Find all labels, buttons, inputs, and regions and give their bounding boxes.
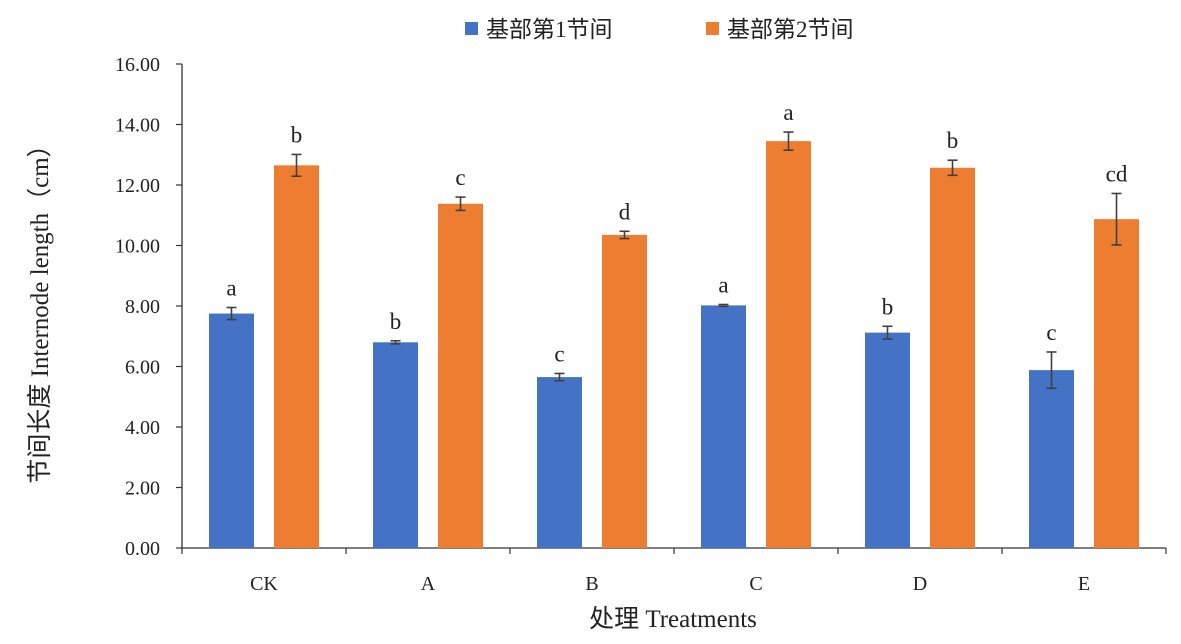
y-axis-title: 节间长度 Internode length（cm） (26, 132, 54, 483)
significance-letter-series-1-b: c (554, 341, 564, 366)
bar-series-1-c (701, 305, 746, 548)
x-tick-label: E (1078, 573, 1090, 595)
bar-series-1-ck (209, 313, 254, 548)
significance-letter-series-2-d: b (947, 128, 959, 153)
x-tick-label: B (585, 573, 598, 595)
bar-series-2-ck (274, 165, 319, 548)
legend-swatch-series-2 (706, 22, 719, 35)
error-bar-series-1-a (390, 339, 401, 345)
bar-series-2-d (930, 167, 975, 548)
bar-series-2-e (1094, 219, 1139, 548)
bar-series-1-e (1029, 370, 1074, 548)
significance-letter-series-1-a: b (390, 309, 402, 334)
bar-series-2-a (438, 203, 483, 548)
x-tick-label: A (421, 573, 436, 595)
y-tick-label: 10.00 (115, 236, 160, 258)
bar-series-1-d (865, 332, 910, 548)
y-tick-label: 4.00 (125, 417, 160, 439)
significance-letter-series-2-b: d (619, 199, 631, 224)
bar-series-1-a (373, 342, 418, 548)
y-tick-label: 0.00 (125, 538, 160, 560)
y-tick-label: 8.00 (125, 296, 160, 318)
error-bar-series-2-c (783, 131, 794, 152)
significance-letter-series-2-e: cd (1106, 161, 1128, 186)
legend: 基部第1节间 基部第2节间 (465, 17, 854, 42)
bar-series-2-b (602, 234, 647, 548)
x-axis-title: 处理 Treatments (589, 605, 757, 633)
significance-letter-series-2-c: a (783, 100, 793, 125)
y-tick-label: 16.00 (115, 54, 160, 76)
error-bar-series-1-c (718, 303, 729, 308)
significance-letter-series-1-c: a (718, 272, 728, 297)
legend-label-series-1: 基部第1节间 (486, 17, 613, 42)
significance-letter-series-2-ck: b (291, 122, 303, 147)
error-bar-series-2-a (455, 196, 466, 212)
error-bar-series-1-d (882, 325, 893, 340)
x-tick-label: C (749, 573, 762, 595)
significance-letter-series-2-a: c (455, 165, 465, 190)
y-tick-label: 14.00 (115, 115, 160, 137)
error-bar-series-2-d (947, 159, 958, 177)
y-tick-label: 2.00 (125, 478, 160, 500)
error-bar-series-2-b (619, 230, 630, 240)
legend-entry-series-2: 基部第2节间 (706, 17, 854, 42)
error-bar-series-2-e (1111, 192, 1122, 246)
y-tick-label: 6.00 (125, 357, 160, 379)
y-tick-label: 12.00 (115, 175, 160, 197)
significance-letter-series-1-ck: a (226, 276, 236, 301)
x-tick-label: D (913, 573, 927, 595)
error-bar-series-1-ck (226, 306, 237, 321)
legend-swatch-series-1 (465, 22, 478, 35)
axes: 0.00 2.00 4.00 6.00 8.00 10.00 12.00 14.00 16.00… (115, 54, 1167, 595)
error-bar-series-2-ck (291, 153, 302, 178)
error-bar-series-1-e (1046, 351, 1057, 390)
bar-series-1-b (537, 377, 582, 548)
legend-entry-series-1: 基部第1节间 (465, 17, 613, 42)
error-bar-series-1-b (554, 372, 565, 382)
bar-series-2-c (766, 141, 811, 548)
legend-label-series-2: 基部第2节间 (727, 17, 854, 42)
x-tick-label: CK (250, 573, 278, 595)
significance-letter-series-1-e: c (1046, 320, 1056, 345)
significance-letter-series-1-d: b (882, 294, 894, 319)
